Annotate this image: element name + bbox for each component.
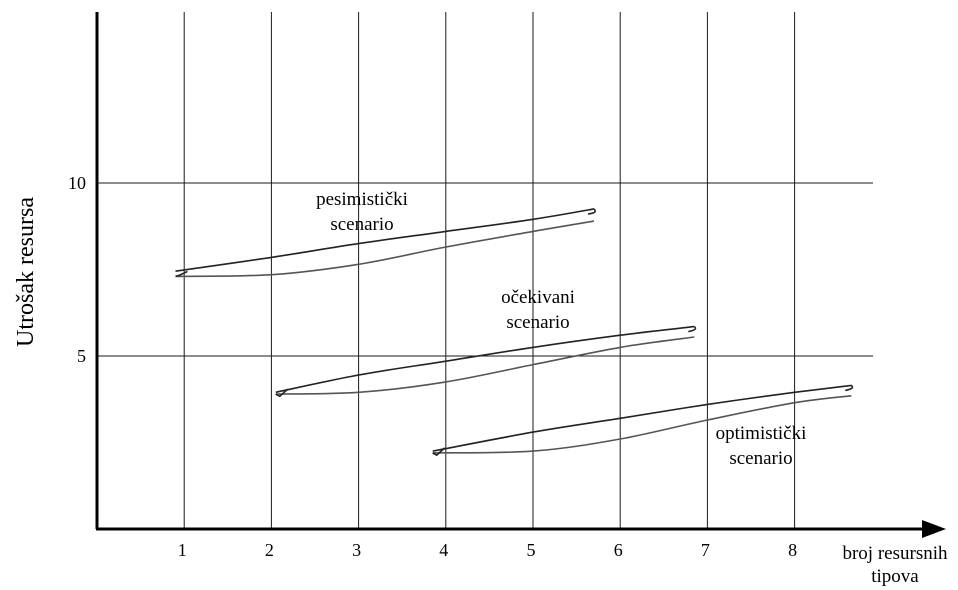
band-upper-optimistiki [432, 384, 852, 452]
x-axis-arrow [922, 520, 946, 538]
band-upper-pesimistiki [175, 208, 595, 272]
x-tick-label-8: 8 [788, 540, 797, 560]
y-axis-title: Utrošak resursa [13, 197, 39, 347]
scenario-label-oekivani-line2: scenario [506, 312, 569, 333]
x-tick-label-5: 5 [527, 540, 536, 560]
y-tick-label-10: 10 [68, 173, 86, 193]
band-start-hook-pesimistiki [175, 270, 188, 278]
scenario-label-pesimistiki-line1: pesimistički [316, 189, 408, 210]
x-tick-labels: 1 2 3 4 5 6 7 8 [178, 540, 797, 560]
band-start-hook-oekivani [275, 388, 289, 398]
scenario-label-pesimistiki-line2: scenario [330, 214, 393, 235]
x-tick-label-6: 6 [614, 540, 623, 560]
scenario-label-oekivani-line1: očekivani [501, 287, 575, 308]
x-tick-label-7: 7 [701, 540, 710, 560]
grid [97, 12, 873, 529]
x-axis-title-line1: broj resursnih [842, 543, 948, 564]
band-lower-optimistiki [432, 395, 852, 454]
band-upper-oekivani [275, 325, 695, 394]
x-tick-label-4: 4 [439, 540, 448, 560]
band-lower-oekivani [275, 336, 695, 395]
x-axis-title-line2: tipova [871, 566, 919, 587]
x-tick-label-2: 2 [265, 540, 274, 560]
band-end-hook-optimistiki [845, 384, 854, 392]
band-lower-pesimistiki [175, 220, 595, 278]
band-start-hook-optimistiki [432, 447, 446, 456]
y-tick-labels: 5 10 [68, 173, 86, 366]
x-tick-label-1: 1 [178, 540, 187, 560]
scenario-label-optimistiki-line1: optimistički [716, 423, 807, 444]
scenario-bands [175, 208, 854, 456]
band-end-hook-pesimistiki [587, 208, 596, 215]
x-tick-label-3: 3 [352, 540, 361, 560]
scenario-label-optimistiki-line2: scenario [729, 448, 792, 469]
y-tick-label-5: 5 [77, 346, 86, 366]
band-end-hook-oekivani [688, 325, 697, 333]
scenario-labels: pesimistički scenario očekivani scenario opt… [316, 189, 806, 469]
